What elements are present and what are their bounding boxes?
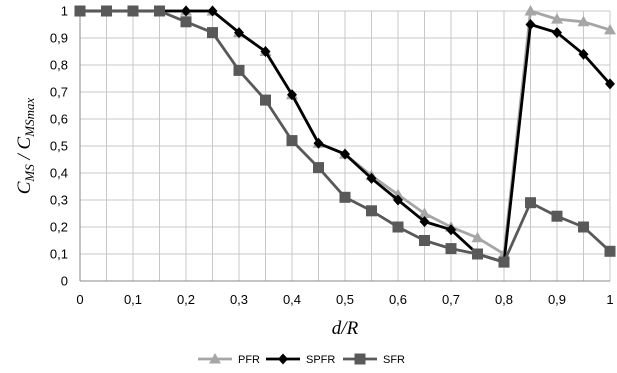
data-point-spfr [605,78,615,90]
data-point-sfr [339,191,351,203]
data-point-pfr [524,5,537,16]
legend-label-spfr: SPFR [306,354,335,366]
data-point-sfr [498,256,510,268]
series-group [74,5,616,268]
y-tick-label: 0 [61,274,68,289]
x-tick-label: 0,9 [548,292,566,307]
data-point-spfr [525,19,536,30]
legend-item-sfr: SFR [343,353,405,366]
series-sfr [74,5,616,268]
data-point-pfr [551,13,563,24]
x-tick-label: 1 [606,292,613,307]
data-point-spfr [446,224,456,236]
data-point-sfr [260,94,271,106]
data-point-sfr [74,5,86,17]
data-point-sfr [154,5,165,17]
y-tick-label: 0,8 [50,58,68,73]
grid-lines [79,10,611,282]
y-tick-label: 1 [61,4,68,19]
legend-marker-pfr [209,353,221,364]
legend-marker-spfr [278,353,288,365]
x-tick-labels: 0 0,1 0,2 0,3 0,4 0,5 0,6 0,7 0,8 0,9 1 [76,292,613,307]
legend-item-spfr: SPFR [266,353,335,366]
data-point-spfr [260,46,271,57]
data-point-spfr [313,137,324,149]
data-point-spfr [287,89,297,101]
x-axis-title: d/R [332,318,359,339]
data-point-spfr [207,5,218,17]
data-point-pfr [604,23,616,35]
x-tick-label: 0 [76,292,83,307]
x-tick-label: 0,8 [495,292,513,307]
y-tick-label: 0,4 [50,166,68,181]
x-tick-label: 0,2 [177,292,195,307]
x-tick-label: 0,4 [283,292,301,307]
data-point-sfr [578,221,589,233]
data-point-sfr [551,210,563,222]
legend-label-pfr: PFR [238,354,260,366]
data-point-spfr [234,27,244,39]
data-point-sfr [127,5,139,17]
legend: PFR SPFR SFR [198,353,405,366]
x-tick-label: 0,3 [230,292,248,307]
data-point-pfr [418,207,431,218]
data-point-sfr [392,221,404,233]
legend-label-sfr: SFR [383,354,405,366]
data-point-sfr [419,235,430,246]
data-point-sfr [101,5,112,17]
y-tick-label: 0,6 [50,112,68,127]
data-point-spfr [552,27,562,39]
data-point-sfr [207,27,218,39]
y-tick-label: 0,5 [50,139,68,154]
data-point-spfr [340,148,350,160]
x-tick-label: 0,6 [389,292,407,307]
data-point-spfr [393,194,403,206]
data-point-sfr [313,162,324,174]
data-point-sfr [604,245,616,257]
data-point-pfr [577,15,590,27]
data-point-sfr [366,205,377,217]
legend-marker-sfr [354,353,366,365]
x-tick-label: 0,1 [124,292,142,307]
data-point-spfr [419,216,430,228]
data-point-sfr [525,197,536,209]
x-tick-label: 0,7 [442,292,460,307]
data-point-spfr [181,5,191,17]
data-point-spfr [578,48,589,60]
legend-item-pfr: PFR [198,353,260,366]
y-tick-label: 0,3 [50,193,68,208]
data-point-sfr [233,64,245,76]
data-point-sfr [180,16,192,28]
y-tick-label: 0,1 [50,247,68,262]
data-point-pfr [471,231,484,243]
data-point-sfr [445,243,457,255]
axes [79,11,610,282]
y-tick-labels: 0 0,1 0,2 0,3 0,4 0,5 0,6 0,7 0,8 0,9 1 [50,4,68,289]
data-point-spfr [366,172,377,184]
y-axis-title: CMS / CMSmax [14,98,37,195]
y-tick-label: 0,7 [50,85,68,100]
y-tick-label: 0,2 [50,220,68,235]
y-tick-label: 0,9 [50,31,68,46]
x-tick-label: 0,5 [336,292,354,307]
data-point-sfr [286,135,298,147]
data-point-sfr [472,248,483,260]
